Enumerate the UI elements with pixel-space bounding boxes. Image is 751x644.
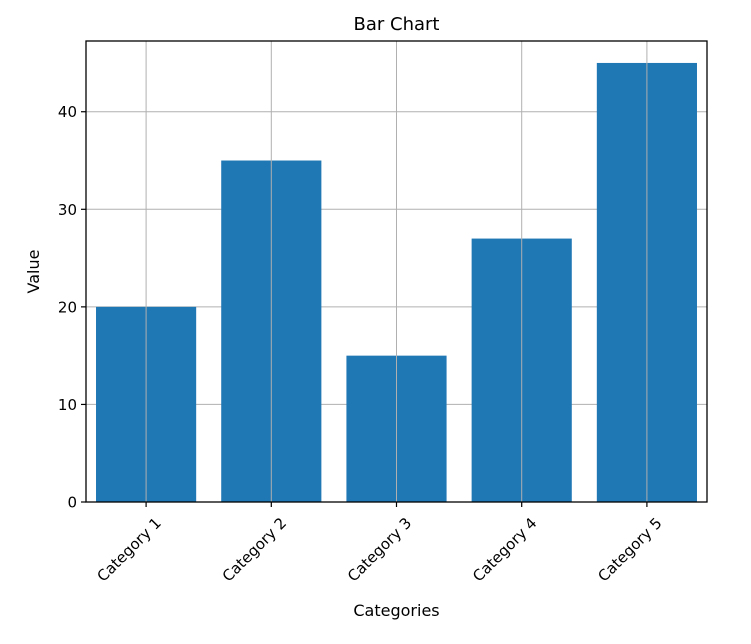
chart-title: Bar Chart xyxy=(354,14,440,35)
y-tick-label-4: 40 xyxy=(58,103,77,121)
y-axis-title: Value xyxy=(24,250,43,294)
grid-overlay xyxy=(145,41,648,502)
y-tick-label-3: 30 xyxy=(58,201,77,219)
y-tick-label-2: 20 xyxy=(58,298,77,316)
y-tick-label-1: 10 xyxy=(58,396,77,414)
x-axis-title: Categories xyxy=(353,601,439,620)
y-tick-label-0: 0 xyxy=(67,494,77,512)
